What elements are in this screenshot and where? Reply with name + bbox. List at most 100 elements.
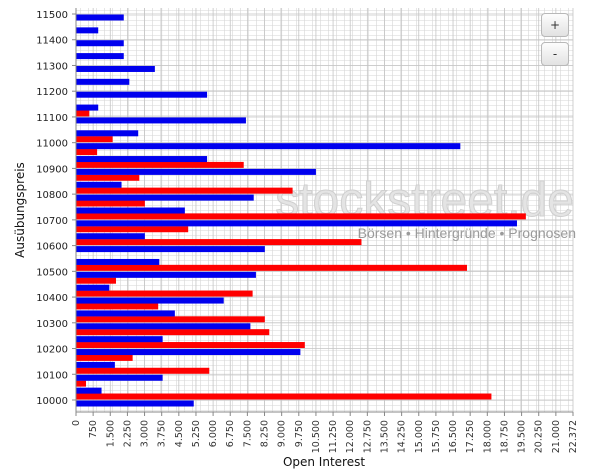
x-tick-label: 10.500 [311, 420, 322, 453]
watermark-sub: Börsen • Hintergründe • Prognosen [358, 225, 576, 241]
bar-blue [76, 53, 124, 60]
zoom-out-button[interactable]: - [541, 42, 569, 66]
bar-blue [76, 14, 124, 21]
bar-blue [76, 78, 130, 85]
x-tick-label: 3.000 [140, 420, 151, 447]
y-tick-label: 10100 [36, 370, 68, 381]
y-tick-label: 10400 [36, 293, 68, 304]
x-tick-label: 22.372 [568, 420, 579, 453]
y-tick-label: 11500 [36, 10, 68, 21]
bar-red [76, 329, 270, 336]
y-tick-label: 11400 [36, 36, 68, 47]
x-tick-label: 8.250 [260, 420, 271, 447]
x-tick-label: 13.500 [379, 420, 390, 453]
x-tick-label: 17.250 [465, 420, 476, 453]
x-tick-label: 7.500 [242, 420, 253, 447]
axis-ticks: 10000 10100 10200 10300 10400 10500 10600 10700… [36, 10, 579, 453]
x-axis-label: Open Interest [283, 455, 365, 469]
bar-blue [76, 220, 517, 227]
x-tick-label: 18.750 [499, 420, 510, 453]
bar-red [76, 367, 210, 374]
x-tick-label: 16.500 [448, 420, 459, 453]
bar-red [76, 110, 90, 117]
y-tick-label: 10600 [36, 242, 68, 253]
bar-blue [76, 258, 160, 265]
bar-blue [76, 181, 122, 188]
bar-red [76, 264, 467, 271]
bar-red [76, 213, 526, 220]
x-tick-label: 20.250 [534, 420, 545, 453]
y-tick-label: 10000 [36, 396, 68, 407]
zoom-in-button[interactable]: + [541, 13, 569, 37]
x-tick-label: 1.500 [105, 420, 116, 447]
bar-red [76, 303, 159, 310]
y-tick-label: 11000 [36, 139, 68, 150]
x-tick-label: 750 [88, 420, 99, 438]
y-tick-label: 10900 [36, 164, 68, 175]
x-tick-label: 19.500 [517, 420, 528, 453]
x-tick-label: 21.000 [551, 420, 562, 453]
bar-blue [76, 271, 256, 278]
bar-red [76, 200, 145, 207]
bar-blue [76, 207, 185, 214]
x-tick-label: 11.250 [328, 420, 339, 453]
x-tick-label: 0 [71, 420, 82, 426]
bar-red [76, 239, 362, 246]
x-tick-label: 18.000 [482, 420, 493, 453]
bar-blue [76, 27, 99, 34]
x-tick-label: 12.000 [345, 420, 356, 453]
bar-red [76, 161, 244, 168]
bar-blue [76, 233, 145, 240]
bar-blue [76, 117, 246, 124]
bar-blue [76, 194, 254, 201]
bar-red [76, 380, 86, 387]
bar-blue [76, 284, 110, 291]
y-tick-label: 10200 [36, 345, 68, 356]
y-tick-label: 10800 [36, 190, 68, 201]
bar-red [76, 226, 189, 233]
bar-red [76, 316, 265, 323]
bar-blue [76, 349, 301, 356]
bar-blue [76, 400, 194, 407]
bars [76, 14, 526, 407]
bar-blue [76, 104, 99, 111]
bar-blue [76, 246, 265, 253]
bar-blue [76, 65, 155, 72]
y-tick-label: 10500 [36, 267, 68, 278]
bar-blue [76, 361, 115, 368]
bar-blue [76, 168, 316, 175]
x-tick-label: 15.750 [431, 420, 442, 453]
y-tick-label: 11100 [36, 113, 68, 124]
bar-red [76, 393, 492, 400]
bar-red [76, 290, 253, 297]
x-tick-label: 4.500 [174, 420, 185, 447]
bar-red [76, 187, 293, 194]
x-tick-label: 9.750 [294, 420, 305, 447]
bar-red [76, 136, 113, 143]
x-tick-label: 14.250 [397, 420, 408, 453]
y-tick-label: 10700 [36, 216, 68, 227]
bar-blue [76, 91, 208, 98]
bar-blue [76, 130, 139, 137]
bar-blue [76, 297, 224, 304]
x-tick-label: 9.000 [277, 420, 288, 447]
bar-blue [76, 323, 251, 330]
x-tick-label: 12.750 [362, 420, 373, 453]
x-tick-label: 15.000 [414, 420, 425, 453]
bar-blue [76, 387, 102, 394]
y-tick-label: 11200 [36, 87, 68, 98]
bar-red [76, 354, 133, 361]
y-tick-label: 11300 [36, 61, 68, 72]
x-tick-label: 5.250 [191, 420, 202, 447]
bar-blue [76, 374, 163, 381]
x-tick-label: 6.000 [208, 420, 219, 447]
bar-red [76, 174, 140, 181]
bar-blue [76, 40, 124, 47]
bar-red [76, 149, 98, 156]
bar-red [76, 342, 305, 349]
bar-blue [76, 156, 208, 163]
x-tick-label: 2.250 [122, 420, 133, 447]
bar-red [76, 277, 116, 284]
bar-blue [76, 336, 163, 343]
